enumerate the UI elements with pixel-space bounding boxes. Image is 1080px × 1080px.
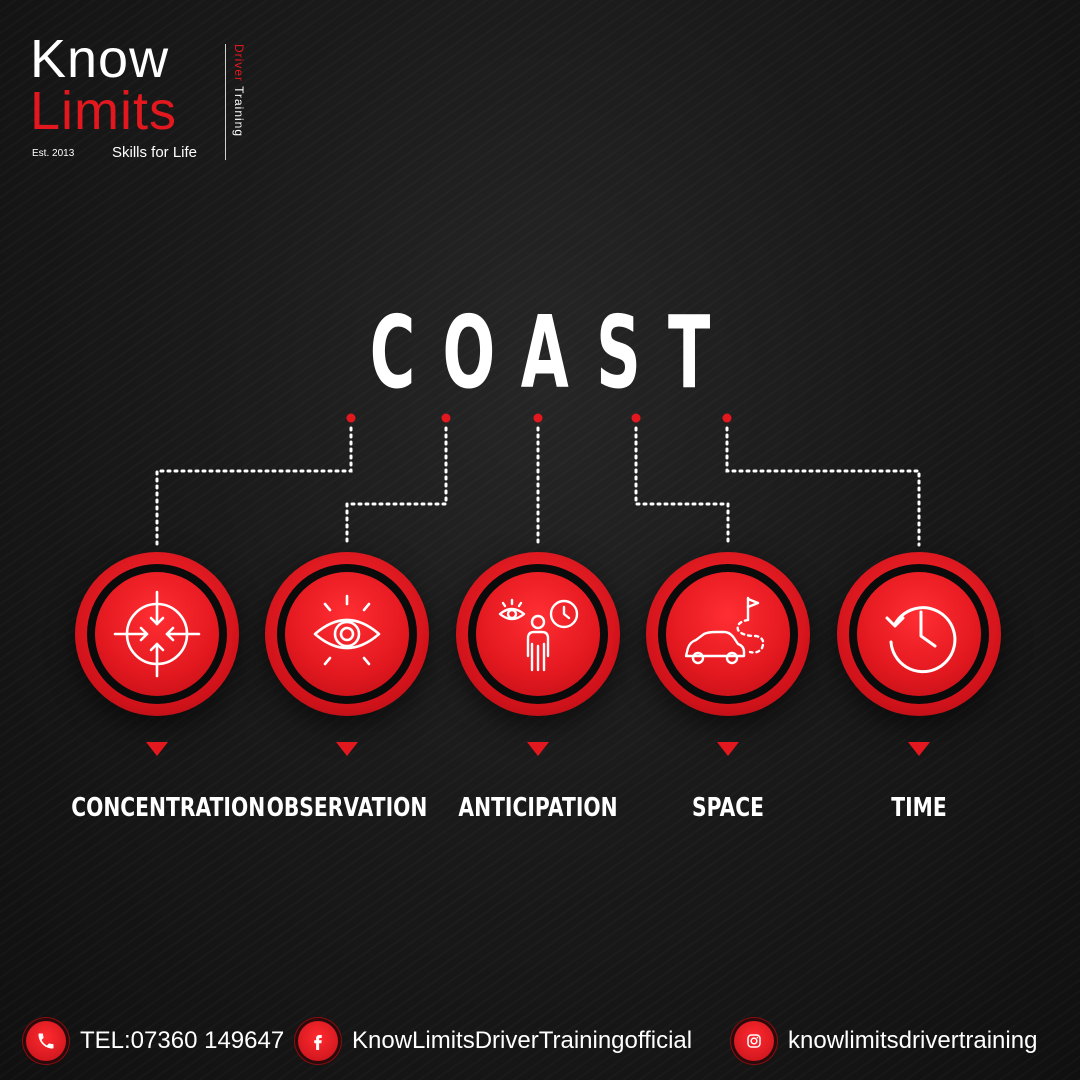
coast-title: COAST: [369, 294, 738, 411]
pointer-observation: [336, 742, 358, 756]
pointer-time: [908, 742, 930, 756]
logo-word-know: Know: [30, 29, 170, 89]
person-eye-clock-icon: [498, 598, 579, 672]
footer-instagram[interactable]: knowlimitsdrivertraining: [734, 1018, 1037, 1064]
pointer-space: [717, 742, 739, 756]
connector-dot-s: [631, 413, 641, 423]
connector-dot-o: [441, 413, 451, 423]
footer-phone[interactable]: TEL:07360 149647: [26, 1018, 284, 1064]
skill-label-concentration: CONCENTRATION: [71, 793, 266, 823]
logo-established: Est. 2013: [32, 148, 75, 159]
skill-label-time: TIME: [891, 793, 947, 823]
logo-vertical-training: Training: [232, 82, 246, 138]
eye-icon: [313, 594, 381, 666]
brand-logo: Know Limits Est. 2013 Skills for Life Dr…: [28, 30, 268, 170]
footer-phone-text: TEL:07360 149647: [80, 1027, 285, 1054]
logo-tagline: Skills for Life: [112, 144, 198, 161]
logo-word-limits: Limits: [30, 81, 178, 141]
connector-dot-t: [722, 413, 732, 423]
skill-label-anticipation: ANTICIPATION: [458, 793, 618, 823]
skill-node-anticipation: [456, 552, 620, 716]
phone-icon: [26, 1021, 66, 1061]
logo-vertical-text: Driver Training: [232, 44, 246, 137]
pointer-anticipation: [527, 742, 549, 756]
footer-facebook-text: KnowLimitsDriverTrainingofficial: [352, 1027, 693, 1054]
crosshair-arrows-icon: [113, 590, 201, 678]
skill-node-space: [646, 552, 810, 716]
skill-node-time: [837, 552, 1001, 716]
facebook-icon: [298, 1021, 338, 1061]
connector-c: [155, 426, 353, 547]
skill-label-space: SPACE: [691, 793, 765, 823]
skill-node-concentration: [75, 552, 239, 716]
instagram-icon: [734, 1021, 774, 1061]
connector-dot-a: [533, 413, 543, 423]
skill-label-observation: OBSERVATION: [266, 793, 428, 823]
car-route-flag-icon: [684, 596, 765, 665]
pointer-concentration: [146, 742, 168, 756]
connector-s: [634, 426, 730, 547]
footer-instagram-text: knowlimitsdrivertraining: [788, 1027, 1038, 1054]
connector-o: [345, 426, 448, 547]
logo-vertical-driver: Driver: [232, 44, 246, 82]
footer-facebook[interactable]: KnowLimitsDriverTrainingofficial: [298, 1018, 692, 1064]
history-clock-icon: [885, 606, 957, 674]
logo-divider: [225, 44, 226, 160]
skill-node-observation: [265, 552, 429, 716]
connector-t: [725, 426, 921, 547]
connector-dot-c: [346, 413, 356, 423]
